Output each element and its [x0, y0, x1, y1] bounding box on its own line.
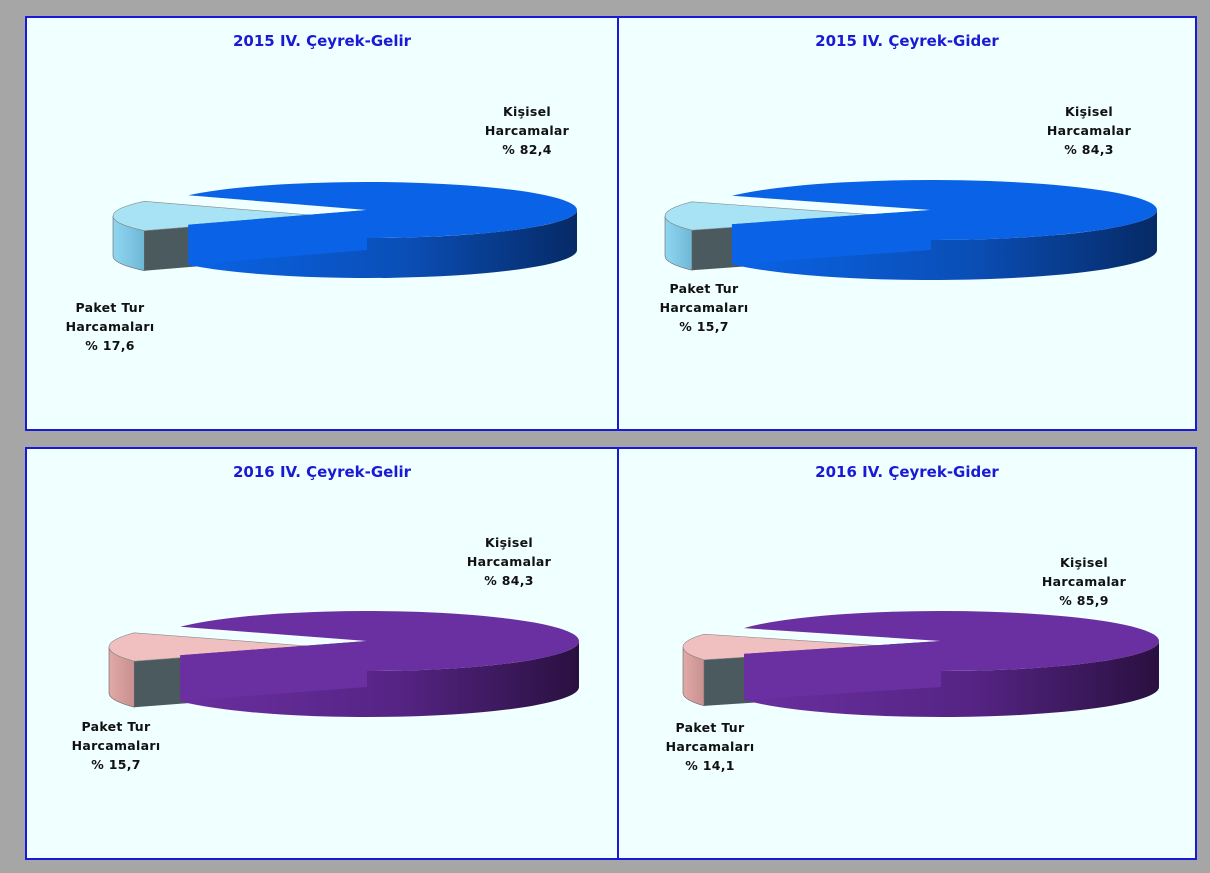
- slice-label-kisisel: Kişisel Harcamalar % 84,3: [439, 533, 579, 590]
- pie-chart-2016-gelir: [108, 611, 579, 717]
- pie-group: [108, 611, 579, 717]
- label-line1: Kişisel: [1060, 555, 1108, 570]
- slice-paket-tur: [664, 201, 892, 231]
- slice-side-kisisel: [180, 641, 579, 717]
- label-line1: Paket Tur: [75, 300, 145, 315]
- chart-panel-2016-gider: 2016 IV. Çeyrek-Gider Kişisel Harcamalar…: [617, 447, 1197, 860]
- slice-kisisel: [744, 611, 1159, 671]
- label-line2: Harcamalar: [484, 123, 570, 138]
- label-line2: Harcamaları: [665, 739, 755, 754]
- chart-panel-2015-gider: 2015 IV. Çeyrek-Gider Kişisel Harcamalar…: [617, 16, 1197, 431]
- slice-kisisel: [188, 182, 578, 239]
- slice-side-kisisel: [188, 210, 578, 278]
- slice-kisisel: [180, 611, 579, 671]
- slice-paket-tur: [108, 632, 322, 662]
- slice-label-paket-tur: Paket Tur Harcamaları % 15,7: [51, 717, 181, 774]
- label-value: % 17,6: [85, 338, 135, 353]
- slice-side-kisisel: [744, 641, 1159, 717]
- label-line2: Harcamalar: [1046, 123, 1132, 138]
- pie-group: [682, 611, 1159, 717]
- pie-chart-2016-gider: [682, 611, 1159, 717]
- label-line2: Harcamaları: [65, 319, 155, 334]
- slice-kisisel: [731, 180, 1157, 240]
- label-line2: Harcamaları: [71, 738, 161, 753]
- slice-label-kisisel: Kişisel Harcamalar % 85,9: [1014, 553, 1154, 610]
- slice-paket-tur: [112, 200, 324, 232]
- label-value: % 82,4: [502, 142, 552, 157]
- slice-paket-tur: [682, 633, 902, 661]
- chart-title: 2015 IV. Çeyrek-Gider: [815, 32, 999, 50]
- label-line1: Kişisel: [503, 104, 551, 119]
- slice-side-kisisel: [731, 210, 1157, 281]
- label-line1: Paket Tur: [675, 720, 745, 735]
- label-line2: Harcamaları: [659, 300, 749, 315]
- label-value: % 15,7: [679, 319, 729, 334]
- slice-label-kisisel: Kişisel Harcamalar % 84,3: [1019, 102, 1159, 159]
- label-line1: Paket Tur: [81, 719, 151, 734]
- label-value: % 84,3: [1064, 142, 1114, 157]
- chart-title: 2015 IV. Çeyrek-Gelir: [232, 32, 412, 50]
- label-value: % 14,1: [685, 758, 735, 773]
- slice-label-kisisel: Kişisel Harcamalar % 82,4: [457, 102, 597, 159]
- label-line1: Kişisel: [485, 535, 533, 550]
- chart-title: 2016 IV. Çeyrek-Gider: [815, 463, 999, 481]
- chart-panel-2016-gelir: 2016 IV. Çeyrek-Gelir Kişisel Harcamalar…: [25, 447, 619, 860]
- chart-title: 2016 IV. Çeyrek-Gelir: [232, 463, 412, 481]
- label-line1: Kişisel: [1065, 104, 1113, 119]
- pie-chart-2015-gelir: [112, 182, 578, 278]
- slice-label-paket-tur: Paket Tur Harcamaları % 17,6: [45, 298, 175, 355]
- pie-group: [664, 180, 1157, 281]
- label-line2: Harcamalar: [1041, 574, 1127, 589]
- pie-group: [112, 182, 578, 278]
- label-line2: Harcamalar: [466, 554, 552, 569]
- label-line1: Paket Tur: [669, 281, 739, 296]
- label-value: % 84,3: [484, 573, 534, 588]
- slice-label-paket-tur: Paket Tur Harcamaları % 14,1: [645, 718, 775, 775]
- chart-panel-2015-gelir: 2015 IV. Çeyrek-Gelir Kişisel Harcamalar…: [25, 16, 619, 431]
- label-value: % 15,7: [91, 757, 141, 772]
- label-value: % 85,9: [1059, 593, 1109, 608]
- slice-label-paket-tur: Paket Tur Harcamaları % 15,7: [639, 279, 769, 336]
- pie-chart-2015-gider: [664, 180, 1157, 281]
